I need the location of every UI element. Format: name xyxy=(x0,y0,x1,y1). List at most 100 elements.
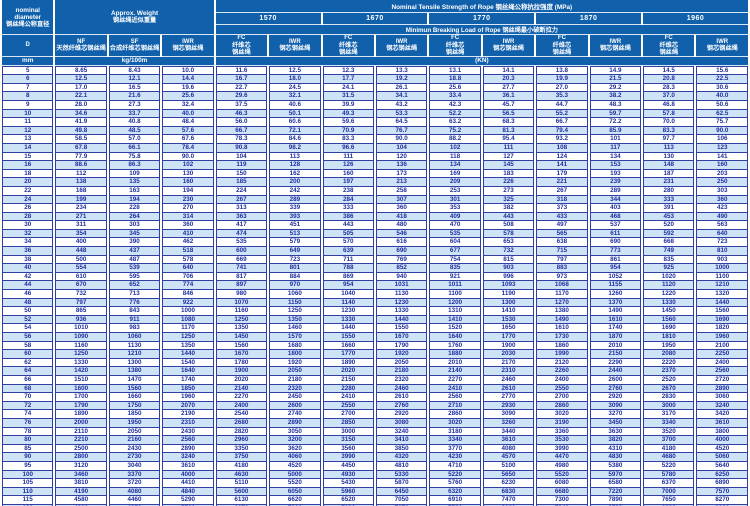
table-cell: 301 xyxy=(429,195,481,205)
table-cell: 1760 xyxy=(429,341,481,351)
table-cell: 1700 xyxy=(55,393,107,402)
table-cell: 776 xyxy=(108,298,161,308)
table-cell: 118 xyxy=(429,152,481,162)
table-cell: 104 xyxy=(215,152,268,162)
table-row: 72 1790 1750 2070 2400 2600 2550 2760 2710 2930 28… xyxy=(2,401,748,411)
table-cell: 7940 xyxy=(536,504,588,506)
table-cell: 3460 xyxy=(55,470,107,480)
table-cell: 68.3 xyxy=(482,118,535,127)
table-cell: 578 xyxy=(162,255,214,265)
table-cell: 75.8 xyxy=(108,152,161,162)
breaking-en: Minimun Breaking Load of Rope xyxy=(405,27,501,34)
col-header-iwr: IWR 钢芯钢丝绳 xyxy=(162,35,214,57)
table-cell: 24.1 xyxy=(322,83,374,93)
table-cell: 52.2 xyxy=(429,109,481,119)
table-cell: 1270 xyxy=(536,298,588,308)
table-cell: 1860 xyxy=(536,341,588,351)
table-cell: 1900 xyxy=(215,367,268,376)
table-cell: 1610 xyxy=(589,315,642,325)
table-cell: 1660 xyxy=(108,393,161,402)
table-row: 74 1890 1850 2190 2540 2740 2700 2920 2860 3090 30… xyxy=(2,410,748,419)
table-cell: 78 xyxy=(2,427,54,437)
table-row: 52 936 911 1080 1250 1350 1330 1440 1410 1530 1490… xyxy=(2,315,748,325)
col-header-iwr-1570: IWR 钢芯钢丝绳 xyxy=(269,35,321,57)
table-cell: 16.5 xyxy=(108,83,161,93)
table-cell: 344 xyxy=(589,195,642,205)
table-cell: 4980 xyxy=(536,461,588,471)
table-cell: 228 xyxy=(108,204,161,213)
table-cell: 1100 xyxy=(696,272,748,282)
table-cell: 788 xyxy=(322,264,374,273)
table-cell: 1190 xyxy=(482,290,535,299)
table-row: 115 4580 4460 5290 6130 6620 6520 7050 6910 7470 7… xyxy=(2,496,748,505)
table-cell: 1250 xyxy=(269,307,321,316)
table-cell: 12.3 xyxy=(322,65,374,76)
table-cell: 2320 xyxy=(375,375,428,385)
table-cell: 711 xyxy=(322,255,374,265)
table-row: 78 2110 2050 2430 2820 3050 3000 3240 3180 3440 33… xyxy=(2,427,748,437)
table-cell: 75.2 xyxy=(429,126,481,136)
table-cell: 1670 xyxy=(215,350,268,359)
table-cell: 518 xyxy=(162,247,214,256)
strength-1870: 1870 xyxy=(536,13,642,25)
table-cell: 1140 xyxy=(322,298,374,308)
table-cell: 106 xyxy=(696,135,748,144)
table-cell: 2020 xyxy=(322,367,374,376)
table-cell: 187 xyxy=(643,169,695,179)
table-cell: 360 xyxy=(162,221,214,230)
table-cell: 1040 xyxy=(322,290,374,299)
table-cell: 4230 xyxy=(429,453,481,462)
table-cell: 7050 xyxy=(375,496,428,505)
table-cell: 120 xyxy=(375,152,428,162)
table-cell: 1900 xyxy=(482,341,535,351)
table-cell: 3410 xyxy=(375,436,428,445)
table-cell: 62 xyxy=(2,358,54,368)
table-cell: 318 xyxy=(536,195,588,205)
table-cell: 640 xyxy=(696,229,748,239)
table-cell: 508 xyxy=(482,221,535,230)
table-cell: 169 xyxy=(429,169,481,179)
table-cell: 4520 xyxy=(696,444,748,454)
table-cell: 3260 xyxy=(482,418,535,428)
table-cell: 90.0 xyxy=(696,126,748,136)
table-cell: 2010 xyxy=(589,341,642,351)
table-cell: 1080 xyxy=(162,315,214,325)
table-cell: 2680 xyxy=(215,418,268,428)
table-cell: 12 xyxy=(2,126,54,136)
table-cell: 2020 xyxy=(215,375,268,385)
table-cell: 8.65 xyxy=(55,65,107,76)
table-cell: 289 xyxy=(589,186,642,196)
table-cell: 563 xyxy=(696,221,748,230)
table-cell: 3090 xyxy=(589,401,642,411)
table-cell: 38.2 xyxy=(589,92,642,101)
table-row: 18 112 109 130 150 162 160 173 169 183 179 193 187 20… xyxy=(2,169,748,179)
table-cell: 42.3 xyxy=(429,100,481,110)
table-cell: 1670 xyxy=(375,333,428,342)
table-cell: 535 xyxy=(215,238,268,248)
table-cell: 67.6 xyxy=(162,135,214,144)
table-cell: 3240 xyxy=(162,453,214,462)
table-cell: 25.6 xyxy=(162,92,214,101)
table-cell: 325 xyxy=(482,195,535,205)
table-cell: 48.3 xyxy=(589,100,642,110)
table-cell: 185 xyxy=(215,178,268,187)
table-cell: 4410 xyxy=(162,479,214,488)
table-cell: 8330 xyxy=(643,504,695,506)
table-cell: 59.6 xyxy=(322,118,374,127)
table-cell: 741 xyxy=(215,264,268,273)
table-cell: 578 xyxy=(482,229,535,239)
table-cell: 1093 xyxy=(482,281,535,291)
table-cell: 565 xyxy=(536,229,588,239)
table-cell: 2450 xyxy=(269,393,321,402)
table-cell: 85 xyxy=(2,444,54,454)
table-row: 90 2800 2730 3240 3750 4060 3990 4320 4230 4570 44… xyxy=(2,453,748,462)
table-cell: 773 xyxy=(589,247,642,256)
table-cell: 732 xyxy=(55,290,107,299)
table-cell: 3820 xyxy=(589,436,642,445)
table-cell: 3720 xyxy=(108,479,161,488)
table-cell: 353 xyxy=(429,204,481,213)
table-cell: 423 xyxy=(696,204,748,213)
table-cell: 1330 xyxy=(643,298,695,308)
